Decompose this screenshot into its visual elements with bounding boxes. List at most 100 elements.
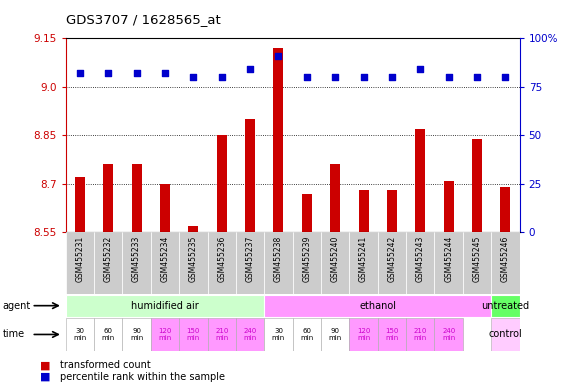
Bar — [217, 136, 227, 232]
Bar — [491, 232, 520, 294]
Point — [274, 53, 283, 59]
Bar — [444, 180, 453, 232]
Text: 120
min: 120 min — [357, 328, 370, 341]
Text: 90
min: 90 min — [130, 328, 143, 341]
Text: GSM455244: GSM455244 — [444, 235, 453, 282]
Bar — [66, 295, 264, 317]
Bar — [293, 232, 321, 294]
Bar — [349, 318, 378, 351]
Text: 60
min: 60 min — [300, 328, 313, 341]
Text: 90
min: 90 min — [328, 328, 342, 341]
Bar — [66, 318, 94, 351]
Text: 120
min: 120 min — [158, 328, 172, 341]
Text: GSM455231: GSM455231 — [75, 235, 85, 281]
Point — [217, 74, 226, 80]
Point — [189, 74, 198, 80]
Text: GSM455246: GSM455246 — [501, 235, 510, 282]
Text: 30
min: 30 min — [73, 328, 86, 341]
Point — [132, 70, 141, 76]
Text: GSM455243: GSM455243 — [416, 235, 425, 282]
Bar — [349, 232, 378, 294]
Bar — [94, 318, 122, 351]
Bar — [406, 232, 435, 294]
Bar — [188, 226, 198, 232]
Bar — [132, 164, 142, 232]
Bar — [103, 164, 113, 232]
Text: ethanol: ethanol — [359, 301, 396, 311]
Text: percentile rank within the sample: percentile rank within the sample — [60, 372, 225, 382]
Text: 60
min: 60 min — [102, 328, 115, 341]
Point — [246, 66, 255, 73]
Bar — [207, 318, 236, 351]
Bar — [491, 295, 520, 317]
Text: 150
min: 150 min — [385, 328, 399, 341]
Bar — [160, 184, 170, 232]
Text: agent: agent — [3, 301, 31, 311]
Bar — [472, 139, 482, 232]
Bar — [415, 129, 425, 232]
Bar — [179, 232, 207, 294]
Point — [331, 74, 340, 80]
Bar — [122, 318, 151, 351]
Point — [104, 70, 113, 76]
Bar — [264, 232, 292, 294]
Bar — [264, 318, 292, 351]
Bar — [207, 232, 236, 294]
Point — [302, 74, 311, 80]
Bar — [435, 318, 463, 351]
Text: GSM455241: GSM455241 — [359, 235, 368, 281]
Point — [160, 70, 170, 76]
Bar — [245, 119, 255, 232]
Bar — [292, 318, 321, 351]
Bar — [66, 232, 94, 294]
Bar — [151, 318, 179, 351]
Bar — [179, 318, 207, 351]
Bar — [406, 318, 435, 351]
Text: 150
min: 150 min — [187, 328, 200, 341]
Point — [387, 74, 396, 80]
Text: GSM455232: GSM455232 — [104, 235, 112, 281]
Text: 210
min: 210 min — [215, 328, 228, 341]
Text: GSM455237: GSM455237 — [246, 235, 255, 282]
Point — [359, 74, 368, 80]
Text: GSM455240: GSM455240 — [331, 235, 340, 282]
Text: GSM455242: GSM455242 — [388, 235, 396, 281]
Bar — [500, 187, 510, 232]
Text: untreated: untreated — [481, 301, 529, 311]
Bar — [236, 318, 264, 351]
Text: 210
min: 210 min — [413, 328, 427, 341]
Bar — [236, 232, 264, 294]
Bar — [387, 190, 397, 232]
Bar — [274, 48, 283, 232]
Bar — [75, 177, 85, 232]
Text: transformed count: transformed count — [60, 360, 151, 370]
Text: GSM455235: GSM455235 — [189, 235, 198, 282]
Bar — [122, 232, 151, 294]
Text: control: control — [489, 329, 522, 339]
Text: ■: ■ — [40, 360, 50, 370]
Text: GDS3707 / 1628565_at: GDS3707 / 1628565_at — [66, 13, 220, 26]
Bar — [491, 318, 520, 351]
Text: GSM455239: GSM455239 — [302, 235, 311, 282]
Bar — [264, 295, 491, 317]
Text: GSM455238: GSM455238 — [274, 235, 283, 281]
Text: GSM455234: GSM455234 — [160, 235, 170, 282]
Point — [444, 74, 453, 80]
Bar — [359, 190, 368, 232]
Bar — [463, 232, 491, 294]
Text: GSM455236: GSM455236 — [217, 235, 226, 282]
Point — [75, 70, 85, 76]
Bar — [321, 318, 349, 351]
Text: GSM455233: GSM455233 — [132, 235, 141, 282]
Bar — [378, 232, 406, 294]
Text: 240
min: 240 min — [442, 328, 455, 341]
Bar — [330, 164, 340, 232]
Text: humidified air: humidified air — [131, 301, 199, 311]
Bar — [151, 232, 179, 294]
Bar — [435, 232, 463, 294]
Text: time: time — [3, 329, 25, 339]
Bar — [302, 194, 312, 232]
Bar — [378, 318, 406, 351]
Point — [416, 66, 425, 73]
Text: ■: ■ — [40, 372, 50, 382]
